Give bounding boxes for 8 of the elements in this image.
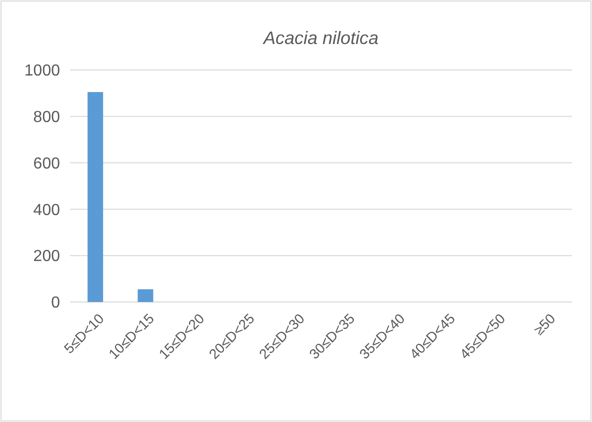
y-tick-label: 800 <box>33 109 60 126</box>
y-tick-label: 0 <box>51 294 60 312</box>
chart-title: Acacia nilotica <box>262 28 379 48</box>
y-tick-label: 1000 <box>24 62 60 80</box>
y-tick-label: 400 <box>33 202 60 219</box>
y-tick-label: 200 <box>33 248 60 266</box>
y-tick-label: 600 <box>33 155 60 172</box>
x-tick-label: ≥50 <box>530 310 558 338</box>
